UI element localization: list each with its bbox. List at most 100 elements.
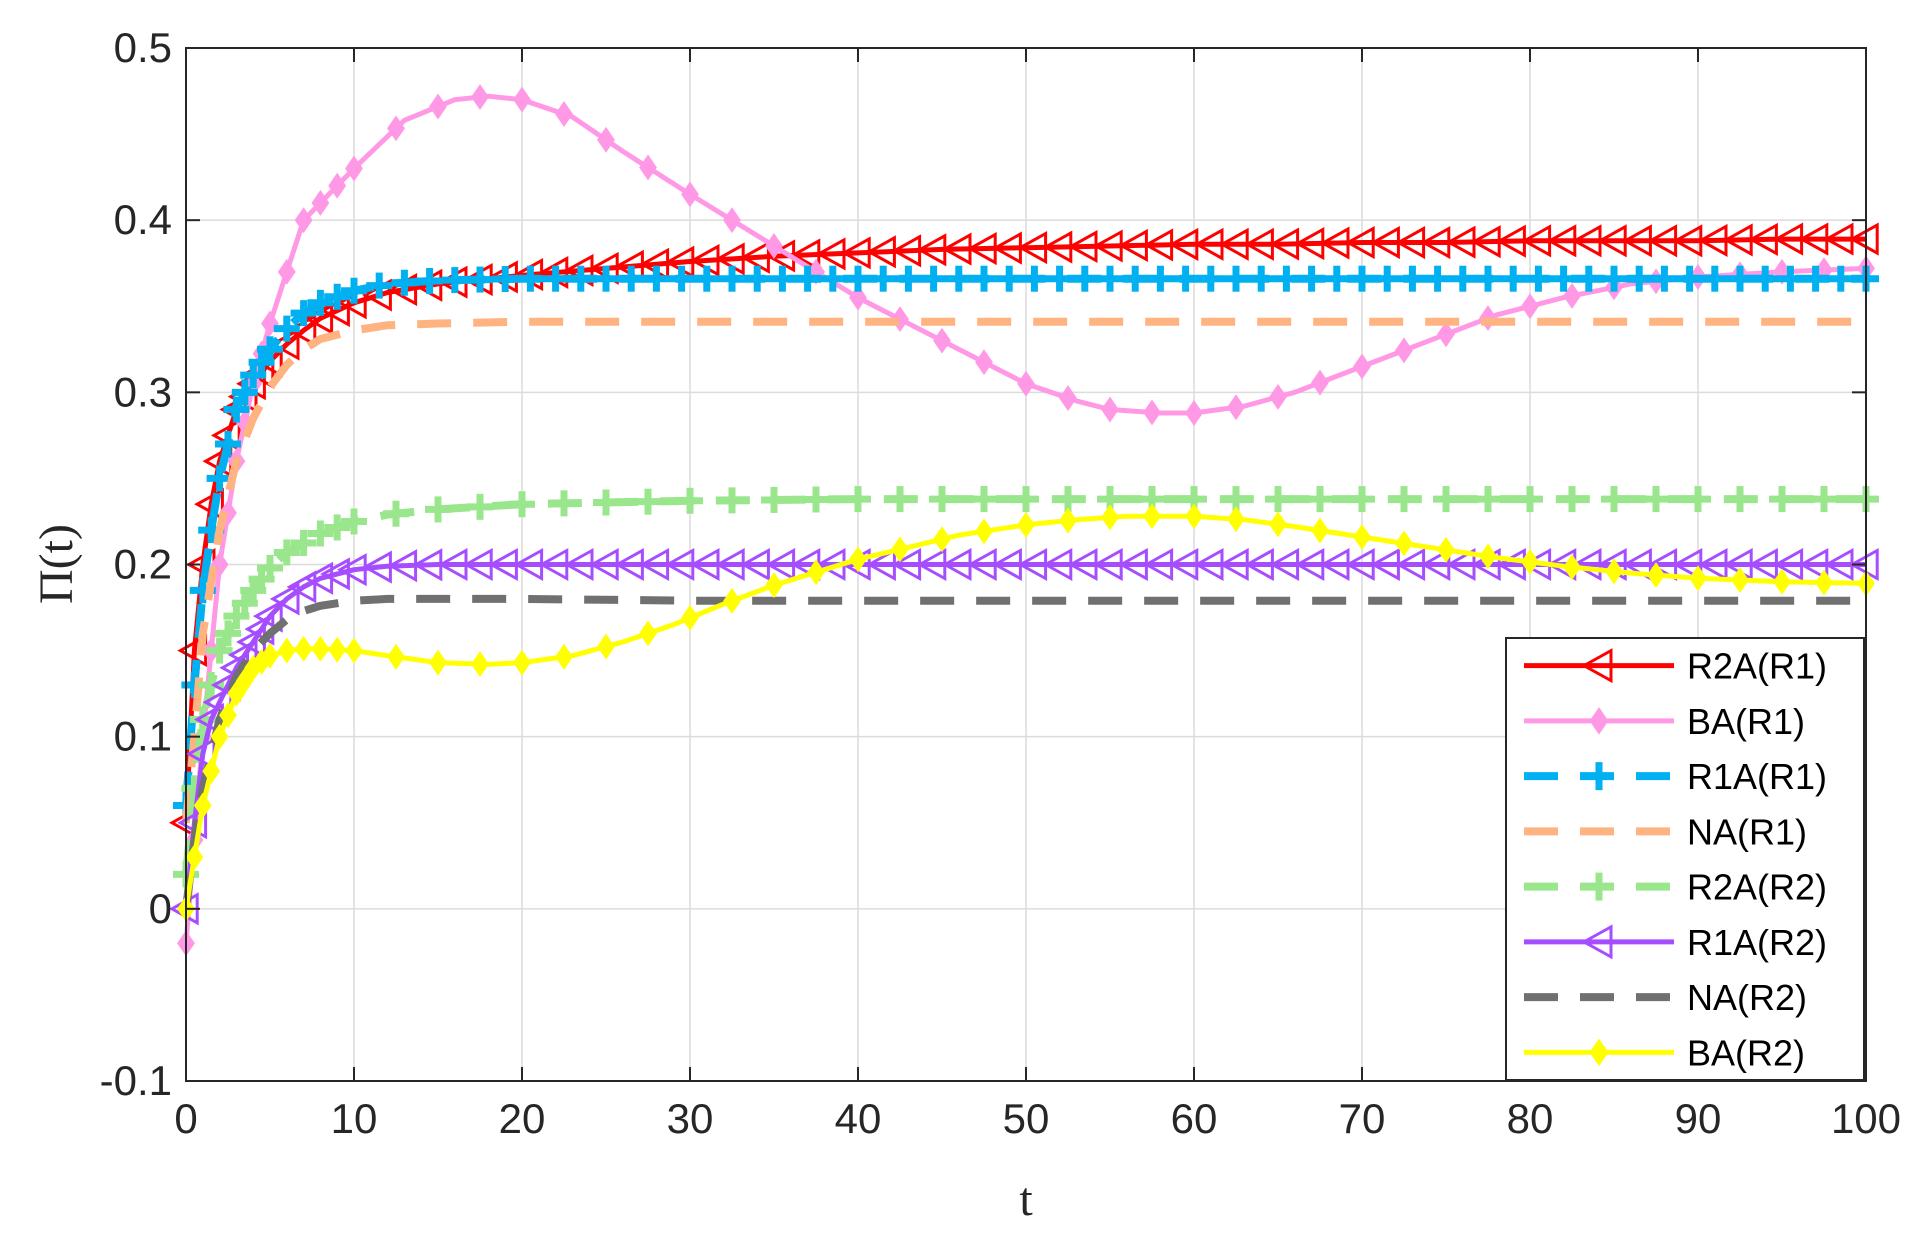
data-point <box>1848 222 1879 256</box>
data-point <box>1701 265 1728 292</box>
data-point <box>1563 554 1581 581</box>
legend-label: R2A(R2) <box>1687 867 1827 908</box>
data-point <box>1589 707 1609 735</box>
legend-item: NA(R2) <box>1524 977 1807 1018</box>
data-point <box>1147 265 1174 292</box>
series-NA(R1) <box>182 317 1866 824</box>
data-point <box>1651 265 1678 292</box>
data-point <box>307 289 334 316</box>
data-point <box>311 635 330 662</box>
data-point <box>996 265 1023 292</box>
data-point <box>1585 762 1613 791</box>
data-point <box>593 489 619 516</box>
data-point <box>1769 486 1795 513</box>
data-point <box>1227 506 1245 533</box>
data-point <box>345 155 363 182</box>
data-point <box>975 349 993 376</box>
data-point <box>1269 383 1287 410</box>
data-point <box>1752 265 1779 292</box>
series-line <box>182 317 1866 824</box>
data-point <box>277 258 296 285</box>
data-point <box>1248 265 1275 292</box>
data-point <box>1601 486 1627 513</box>
data-point <box>693 265 720 292</box>
data-point <box>765 572 783 599</box>
data-point <box>1585 872 1613 901</box>
data-point <box>210 723 229 750</box>
data-point <box>1563 282 1581 309</box>
data-point <box>273 315 300 342</box>
data-point <box>324 514 351 541</box>
data-point <box>1731 567 1749 593</box>
data-point <box>467 493 493 520</box>
legend-label: R2A(R1) <box>1687 646 1827 687</box>
data-point <box>311 189 330 216</box>
data-point <box>807 559 825 586</box>
data-point <box>1802 265 1829 292</box>
y-tick-label: 0.3 <box>114 368 172 415</box>
data-point <box>1580 924 1613 960</box>
data-point <box>975 518 993 545</box>
legend-item: R2A(R1) <box>1524 646 1827 687</box>
data-point <box>597 126 615 153</box>
data-point <box>1143 503 1161 530</box>
data-point <box>719 265 745 292</box>
data-point <box>1521 548 1539 575</box>
data-point <box>1521 293 1539 320</box>
data-point <box>294 207 313 234</box>
data-point <box>593 265 619 292</box>
data-point <box>202 758 221 785</box>
data-point <box>1311 369 1329 396</box>
data-point <box>1097 265 1123 292</box>
legend-item: R1A(R2) <box>1524 922 1827 963</box>
data-point <box>1647 562 1665 589</box>
series-layer <box>168 84 1879 957</box>
data-point <box>1046 265 1073 292</box>
data-point <box>294 635 313 662</box>
data-point <box>643 265 670 292</box>
data-point <box>1349 265 1375 292</box>
data-point <box>761 486 787 513</box>
data-point <box>849 546 867 573</box>
data-point <box>1021 265 1048 292</box>
data-point <box>1643 486 1669 513</box>
data-point <box>1101 504 1119 531</box>
data-point <box>1374 265 1401 292</box>
legend-label: BA(R1) <box>1687 701 1805 742</box>
legend-item: BA(R2) <box>1524 1032 1805 1073</box>
legend-item: R1A(R1) <box>1524 756 1827 797</box>
data-point <box>1437 536 1455 563</box>
data-point <box>1475 265 1501 292</box>
data-point <box>794 265 821 292</box>
legend-item: R2A(R2) <box>1524 867 1827 908</box>
data-point <box>425 496 451 523</box>
data-point <box>1399 265 1426 292</box>
data-point <box>1689 565 1707 592</box>
data-point <box>1353 523 1371 550</box>
x-tick-label: 0 <box>174 1095 197 1142</box>
data-point <box>1017 370 1035 397</box>
data-point <box>219 702 237 729</box>
data-point <box>723 207 741 234</box>
data-point <box>1827 265 1854 292</box>
x-tick-label: 70 <box>1339 1095 1386 1142</box>
data-point <box>416 267 443 294</box>
data-point <box>1395 530 1413 557</box>
data-point <box>513 86 531 113</box>
data-point <box>387 115 405 142</box>
data-point <box>441 267 468 294</box>
x-tick-label: 40 <box>835 1095 882 1142</box>
data-point <box>328 172 347 199</box>
data-point <box>1185 400 1203 426</box>
data-point <box>891 536 909 563</box>
data-point <box>290 529 317 556</box>
data-point <box>1227 394 1245 421</box>
data-point <box>1143 399 1161 426</box>
x-tick-label: 80 <box>1507 1095 1554 1142</box>
data-point <box>513 649 531 676</box>
data-point <box>324 283 351 310</box>
data-point <box>1575 265 1602 292</box>
data-point <box>341 277 367 304</box>
data-point <box>1437 321 1455 348</box>
data-point <box>681 604 699 631</box>
